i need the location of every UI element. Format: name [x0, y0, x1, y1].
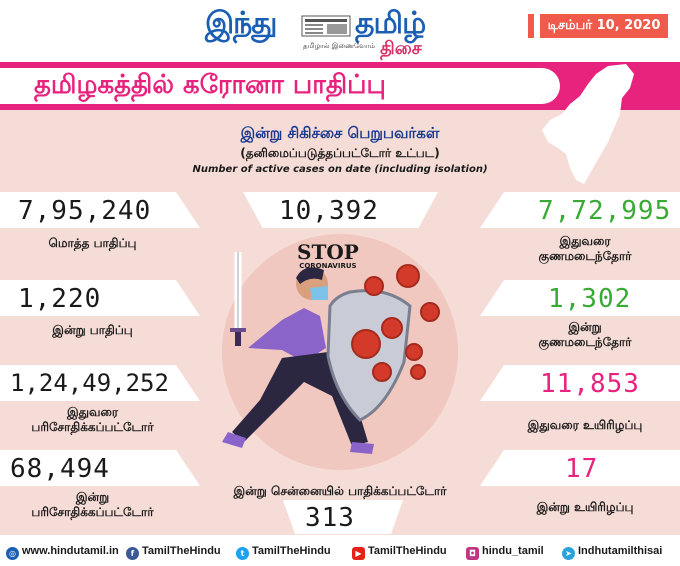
today-recovered-label-line-1: இன்று — [568, 320, 602, 334]
today-cases-label: இன்று பாதிப்பு — [52, 323, 133, 337]
total-tested-label: இதுவரை பரிசோதிக்கப்பட்டோர் — [0, 405, 185, 435]
chennai-cases-value: 313 — [305, 503, 355, 533]
logo-word-1: இந்து — [205, 6, 277, 41]
stop-coronavirus-logo: STOP CORONAVIRUS — [297, 240, 359, 270]
logo-tagline: தமிழால் இணைவோம் — [303, 42, 376, 50]
total-tested-label-line-1: இதுவரை — [66, 405, 119, 419]
chennai-cases-box: 313 — [283, 500, 403, 534]
title-band: தமிழகத்தில் கரோனா பாதிப்பு — [0, 62, 680, 110]
instagram-icon: ◘ — [466, 547, 479, 560]
today-recovered-label-line-2: குணமடைந்தோர் — [538, 335, 632, 349]
total-cases-value: 7,95,240 — [18, 196, 152, 226]
today-tested-label: இன்று பரிசோதிக்கப்பட்டோர் — [0, 490, 185, 520]
stat-box-today-deaths: 17 — [480, 450, 680, 486]
total-recovered-value: 7,72,995 — [538, 196, 672, 226]
today-tested-value: 68,494 — [10, 454, 110, 484]
today-recovered-label: இன்று குணமடைந்தோர் — [490, 320, 680, 350]
stat-box-today-cases: 1,220 — [0, 280, 200, 316]
today-deaths-value: 17 — [565, 454, 599, 484]
telegram-handle-text: Indhutamilthisai — [578, 545, 663, 557]
facebook-handle-text: TamilTheHindu — [142, 545, 221, 557]
today-cases-value: 1,220 — [18, 284, 102, 314]
stat-box-total-recovered: 7,72,995 — [480, 192, 680, 228]
header: இந்து தமிழ் தமிழால் இணைவோம் திசை டிசம்பர… — [0, 0, 680, 62]
today-recovered-value: 1,302 — [548, 284, 632, 314]
stop-coronavirus-illustration — [222, 234, 458, 470]
total-deaths-label: இதுவரை உயிரிழப்பு — [527, 418, 643, 432]
footer-facebook[interactable]: f TamilTheHindu — [126, 543, 221, 560]
website-link-text: www.hindutamil.in — [22, 545, 119, 557]
stop-text: STOP — [297, 240, 359, 264]
youtube-icon: ▶ — [352, 547, 365, 560]
globe-icon: ◎ — [6, 547, 19, 560]
heading-line-1: இன்று சிகிச்சை பெறுபவர்கள் — [240, 124, 440, 142]
total-recovered-label: இதுவரை குணமடைந்தோர் — [490, 234, 680, 264]
today-deaths-label: இன்று உயிரிழப்பு — [536, 500, 634, 514]
footer-twitter[interactable]: t TamilTheHindu — [236, 543, 331, 560]
coronavirus-text: CORONAVIRUS — [299, 262, 357, 270]
today-tested-label-line-2: பரிசோதிக்கப்பட்டோர் — [31, 505, 154, 519]
footer-website[interactable]: ◎ www.hindutamil.in — [6, 543, 119, 560]
instagram-handle-text: hindu_tamil — [482, 545, 544, 557]
page-title: தமிழகத்தில் கரோனா பாதிப்பு — [34, 70, 386, 100]
active-cases-box: 10,392 — [243, 192, 438, 228]
total-tested-label-line-2: பரிசோதிக்கப்பட்டோர் — [31, 420, 154, 434]
stat-box-total-cases: 7,95,240 — [0, 192, 200, 228]
logo-word-3: திசை — [380, 38, 422, 59]
stat-box-today-recovered: 1,302 — [480, 280, 680, 316]
facebook-icon: f — [126, 547, 139, 560]
heading-line-2: (தனிமைப்படுத்தப்பட்டோர் உட்பட) — [240, 146, 440, 160]
telegram-icon: ➤ — [562, 547, 575, 560]
footer-telegram[interactable]: ➤ Indhutamilthisai — [562, 543, 663, 560]
newspaper-emblem-icon — [301, 15, 351, 37]
heading-line-3: Number of active cases on date (includin… — [192, 164, 488, 175]
footer-instagram[interactable]: ◘ hindu_tamil — [466, 543, 544, 560]
active-cases-heading: இன்று சிகிச்சை பெறுபவர்கள் (தனிமைப்படுத்… — [0, 124, 680, 175]
stat-box-total-tested: 1,24,49,252 — [0, 365, 200, 401]
active-cases-value: 10,392 — [279, 196, 379, 226]
tamil-nadu-map-icon — [542, 64, 634, 184]
chennai-cases-label: இன்று சென்னையில் பாதிக்கப்பட்டோர் — [233, 484, 447, 498]
total-deaths-value: 11,853 — [540, 369, 640, 399]
logo-word-2: தமிழ் — [355, 6, 426, 41]
footer: ◎ www.hindutamil.in f TamilTheHindu t Tamil… — [0, 537, 680, 566]
date-badge: டிசம்பர் 10, 2020 — [528, 14, 668, 38]
footer-youtube[interactable]: ▶ TamilTheHindu — [352, 543, 447, 560]
total-cases-label: மொத்த பாதிப்பு — [48, 236, 137, 250]
youtube-handle-text: TamilTheHindu — [368, 545, 447, 557]
twitter-handle-text: TamilTheHindu — [252, 545, 331, 557]
logo: இந்து தமிழ் தமிழால் இணைவோம் திசை — [205, 6, 485, 59]
stat-box-total-deaths: 11,853 — [480, 365, 680, 401]
title-pill: தமிழகத்தில் கரோனா பாதிப்பு — [0, 68, 560, 104]
total-tested-value: 1,24,49,252 — [10, 369, 169, 397]
stat-box-today-tested: 68,494 — [0, 450, 200, 486]
today-tested-label-line-1: இன்று — [75, 490, 110, 504]
total-recovered-label-line-1: இதுவரை — [559, 234, 611, 248]
twitter-icon: t — [236, 547, 249, 560]
total-recovered-label-line-2: குணமடைந்தோர் — [538, 249, 632, 263]
